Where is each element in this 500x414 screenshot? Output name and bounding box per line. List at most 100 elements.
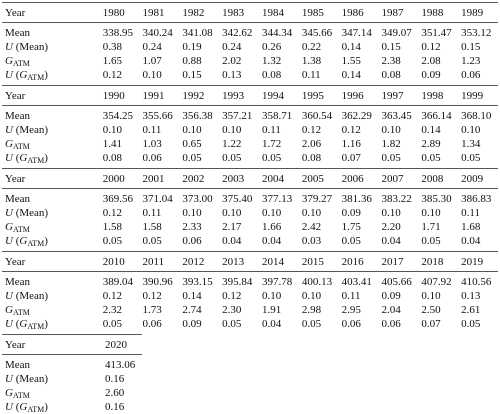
label-part: ) [44, 401, 48, 413]
year: 1990 [99, 85, 140, 106]
value: 0.10 [421, 290, 441, 302]
value: 413.06 [105, 359, 136, 371]
value: 1.68 [461, 221, 481, 233]
year: 1981 [139, 2, 180, 23]
label-part: U [5, 235, 13, 247]
year: 2003 [219, 168, 259, 189]
year: 1982 [179, 2, 220, 23]
year: 2004 [259, 168, 299, 189]
label-part: U [5, 401, 13, 413]
row-label: Mean [2, 355, 102, 373]
value: 0.12 [222, 290, 242, 302]
value: 0.03 [301, 235, 322, 247]
value: 1.75 [341, 221, 361, 233]
label-part: ) [44, 318, 48, 330]
row-label: U (Mean) [2, 206, 100, 220]
value: 389.04 [102, 276, 133, 288]
year-row: Year 1990 1991 1992 1993 1994 1995 1996 1997 1998… [2, 85, 498, 106]
year-header: Year [2, 334, 102, 355]
value: 0.12 [421, 41, 441, 53]
value: 2.04 [381, 304, 401, 316]
year: 1989 [458, 2, 498, 23]
value: 0.06 [461, 69, 481, 81]
value: 345.66 [301, 27, 333, 39]
value: 400.13 [301, 276, 333, 288]
year: 1998 [418, 85, 459, 106]
value: 341.08 [182, 27, 213, 39]
value: 0.14 [421, 124, 441, 136]
value: 385.30 [421, 193, 452, 205]
year: 1985 [298, 2, 339, 23]
value: 0.10 [262, 290, 282, 302]
value: 0.15 [182, 69, 202, 81]
value: 0.10 [381, 124, 401, 136]
label-part: U [5, 318, 13, 330]
label-part: G [5, 387, 13, 399]
label-part: Mean [5, 359, 31, 371]
value: 0.09 [421, 69, 441, 81]
value: 2.02 [222, 55, 242, 67]
value: 355.66 [142, 110, 173, 122]
year: 2015 [298, 251, 339, 272]
year: 1984 [259, 2, 299, 23]
value: 1.32 [262, 55, 282, 67]
value: 1.65 [102, 55, 122, 67]
year: 1995 [298, 85, 339, 106]
value: 0.10 [262, 207, 282, 219]
value: 0.10 [182, 124, 202, 136]
table-block: Year 2010 2011 2012 2013 2014 2015 2016 2017 2018… [2, 251, 498, 331]
value: 0.11 [301, 69, 321, 81]
data-row: U (Mean) 0.12 0.12 0.14 0.12 0.10 0.10 0.11 0.09… [2, 289, 498, 303]
row-label: U (Mean) [2, 123, 100, 137]
value: 1.58 [142, 221, 162, 233]
value: 0.06 [182, 235, 202, 247]
label-part: Mean [5, 110, 31, 122]
value: 0.06 [341, 318, 361, 330]
value: 344.34 [262, 27, 293, 39]
data-row: U (GATM) 0.05 0.05 0.06 0.04 0.04 0.03 0.05 0.04… [2, 234, 498, 248]
value: 1.41 [102, 138, 122, 150]
year-row: Year 2020 [2, 334, 142, 355]
year: 1991 [139, 85, 180, 106]
value: 2.30 [222, 304, 242, 316]
value: 0.04 [262, 318, 282, 330]
label-part: ) [44, 69, 48, 81]
data-row: Mean 338.95 340.24 341.08 342.62 344.34 345.66… [2, 23, 498, 41]
label-part: U [5, 69, 13, 81]
row-label: GATM [2, 303, 100, 317]
row-label: U (GATM) [2, 68, 100, 82]
year-header: Year [2, 85, 100, 106]
data-row: GATM 2.32 1.73 2.74 2.30 1.91 2.98 2.95 2.04 2.50… [2, 303, 498, 317]
value: 0.07 [421, 318, 441, 330]
label-part: ( [12, 69, 20, 81]
value: 0.10 [142, 69, 162, 81]
year-row: Year 2010 2011 2012 2013 2014 2015 2016 2017 2018… [2, 251, 498, 272]
value: 375.40 [222, 193, 253, 205]
year: 1986 [338, 2, 379, 23]
year: 1988 [418, 2, 459, 23]
label-part: ATM [12, 142, 30, 151]
label-part: (Mean) [12, 124, 49, 136]
value: 2.74 [182, 304, 202, 316]
label-part: G [19, 69, 28, 81]
value: 403.41 [341, 276, 372, 288]
value: 1.91 [262, 304, 282, 316]
label-part: ATM [12, 391, 30, 400]
label-part: G [5, 138, 13, 150]
value: 0.05 [381, 152, 401, 164]
value: 354.25 [102, 110, 133, 122]
row-label: U (GATM) [2, 234, 100, 248]
label-part: ) [44, 235, 48, 247]
label-part: ATM [27, 156, 45, 165]
label-part: U [5, 290, 13, 302]
row-label: GATM [2, 137, 100, 151]
label-part: (Mean) [12, 373, 49, 385]
label-part: ATM [27, 73, 45, 82]
table-block: Year 1980 1981 1982 1983 1984 1985 1986 1987 1988… [2, 2, 498, 82]
value: 0.10 [301, 290, 322, 302]
label-part: ( [12, 152, 20, 164]
label-part: G [19, 318, 28, 330]
year: 2018 [418, 251, 459, 272]
label-part: U [5, 152, 13, 164]
data-row: GATM 1.58 1.58 2.33 2.17 1.66 2.42 1.75 2.20 1.71… [2, 220, 498, 234]
